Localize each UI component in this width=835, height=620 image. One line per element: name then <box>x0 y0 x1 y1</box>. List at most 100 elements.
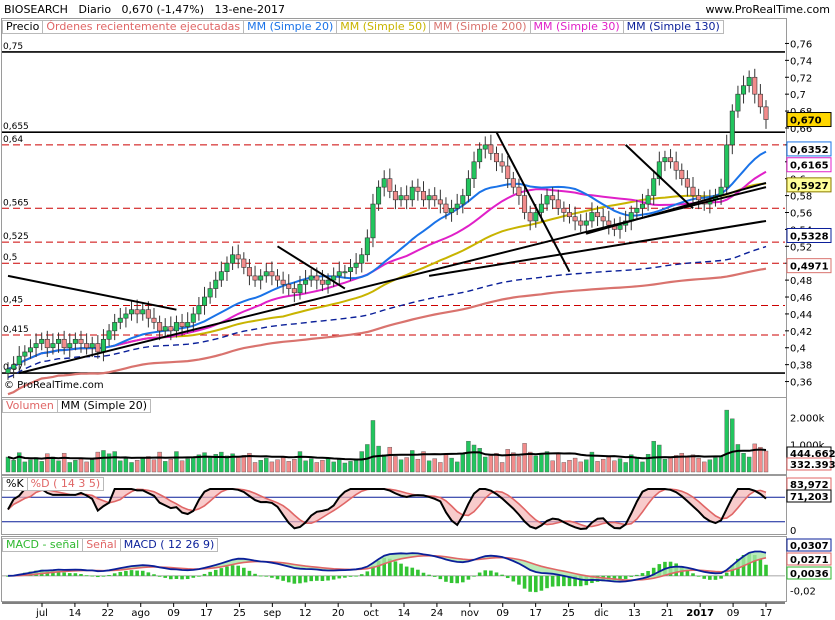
volume-bar <box>511 452 516 473</box>
candle-body <box>112 322 118 332</box>
volume-bar <box>151 459 157 473</box>
macd-histogram-bar <box>343 575 347 578</box>
price-legend-item[interactable]: Precio <box>2 20 44 34</box>
macd-histogram-bar <box>197 575 201 577</box>
volume-bar <box>179 460 185 473</box>
candle-body <box>230 254 236 264</box>
macd-histogram-bar <box>230 565 235 576</box>
volume-bar <box>219 451 224 473</box>
candle-body <box>286 284 292 289</box>
macd-histogram-bar <box>461 575 465 583</box>
price-axis-tick: 0,44 <box>790 310 812 321</box>
website-label: www.ProRealTime.com <box>705 3 830 16</box>
volume-bar <box>443 454 449 473</box>
volume-bar <box>45 453 50 473</box>
price-legend-item[interactable]: MM (Simple 50) <box>337 20 431 34</box>
volume-bar <box>578 461 583 473</box>
stochastic-legend-item[interactable]: %K <box>2 477 28 491</box>
candle-body <box>129 309 135 315</box>
volume-bar <box>494 452 499 473</box>
level-label: 0,5 <box>3 253 17 263</box>
volume-bar <box>438 462 443 473</box>
macd-histogram-bar <box>67 573 72 576</box>
price-legend-item[interactable]: MM (Simple 30) <box>530 20 624 34</box>
candle-body <box>387 178 393 192</box>
volume-bar <box>679 452 684 473</box>
macd-histogram-bar <box>528 575 532 592</box>
price-legend-item[interactable]: MM (Simple 200) <box>430 20 531 34</box>
volume-bar <box>95 451 101 473</box>
volume-legend-item[interactable]: MM (Simple 20) <box>57 399 152 413</box>
macd-legend: MACD - señal Señal MACD ( 12 26 9) <box>2 538 219 552</box>
x-axis-label: 12 <box>299 608 312 619</box>
candle-body <box>645 195 651 205</box>
volume-bar <box>11 460 16 473</box>
volume-bar <box>460 454 465 473</box>
macd-histogram-bar <box>359 574 364 576</box>
candle-body <box>696 195 702 201</box>
volume-legend-item[interactable]: Volumen <box>2 399 58 413</box>
macd-histogram-bar <box>270 575 274 578</box>
macd-histogram-bar <box>550 575 555 587</box>
macd-legend-item[interactable]: MACD ( 12 26 9) <box>120 538 219 552</box>
macd-histogram-bar <box>242 567 246 576</box>
price-legend-item[interactable]: MM (Simple 130) <box>623 20 724 34</box>
macd-histogram-bar <box>388 558 392 576</box>
macd-histogram-bar <box>752 554 757 576</box>
candle-body <box>246 267 252 277</box>
last-value-tag <box>786 258 832 274</box>
candle-body <box>364 237 370 256</box>
x-axis-label: ago <box>131 608 150 619</box>
candle-body <box>140 309 146 315</box>
level-label: 0,565 <box>3 198 29 208</box>
macd-legend-item[interactable]: MACD - señal <box>2 538 84 552</box>
volume-bar <box>488 455 494 473</box>
candle-body <box>505 165 511 179</box>
candle-body <box>319 279 325 285</box>
macd-histogram-bar <box>90 575 95 577</box>
candle-body <box>235 254 241 260</box>
x-axis-label: 25 <box>233 608 246 619</box>
macd-histogram-bar <box>472 575 476 577</box>
macd-histogram-bar <box>225 566 229 576</box>
volume-bar <box>421 451 426 473</box>
sma-200-line <box>7 267 767 396</box>
volume-bar <box>61 452 67 473</box>
macd-histogram-bar <box>326 575 330 581</box>
candle-body <box>27 347 33 353</box>
candle-body <box>561 207 567 213</box>
candle-body <box>325 279 331 285</box>
price-legend-item[interactable]: Órdenes recientemente ejecutadas <box>43 20 245 34</box>
volume-value-label: 444.662 <box>790 449 835 460</box>
candle-body <box>679 169 685 179</box>
macd-legend-item[interactable]: Señal <box>83 538 121 552</box>
macd-histogram-bar <box>629 575 634 577</box>
candle-body <box>353 262 359 268</box>
stochastic-panel[interactable] <box>1 475 787 535</box>
volume-bar <box>106 453 112 473</box>
volume-bar <box>426 460 432 473</box>
stoch-value-label: 83,972 <box>790 480 829 491</box>
header-left: BIOSEARCH Diario 0,670 (-1,47%) 13-ene-2… <box>4 3 285 16</box>
candle-body <box>578 220 584 226</box>
price-legend-item[interactable]: MM (Simple 20) <box>244 20 338 34</box>
macd-histogram-bar <box>691 573 695 576</box>
volume-bar <box>707 459 713 473</box>
candle-body <box>673 161 679 171</box>
volume-axis-tick: 1.000k <box>790 441 825 452</box>
volume-bar <box>247 452 252 473</box>
macd-histogram-bar <box>573 575 577 587</box>
macd-histogram-bar <box>494 572 499 576</box>
macd-histogram-bar <box>640 573 645 576</box>
candle-body <box>757 93 763 108</box>
stochastic-legend-item[interactable]: %D ( 14 3 5) <box>27 477 105 491</box>
candle-body <box>572 216 578 222</box>
sma-50-line <box>7 182 767 370</box>
volume-legend: Volumen MM (Simple 20) <box>2 399 152 413</box>
volume-bar <box>499 462 505 473</box>
candle-body <box>550 195 556 201</box>
macd-histogram-bar <box>500 574 504 576</box>
macd-histogram-bar <box>275 575 280 580</box>
macd-histogram-bar <box>685 569 690 576</box>
volume-bar <box>17 452 22 473</box>
